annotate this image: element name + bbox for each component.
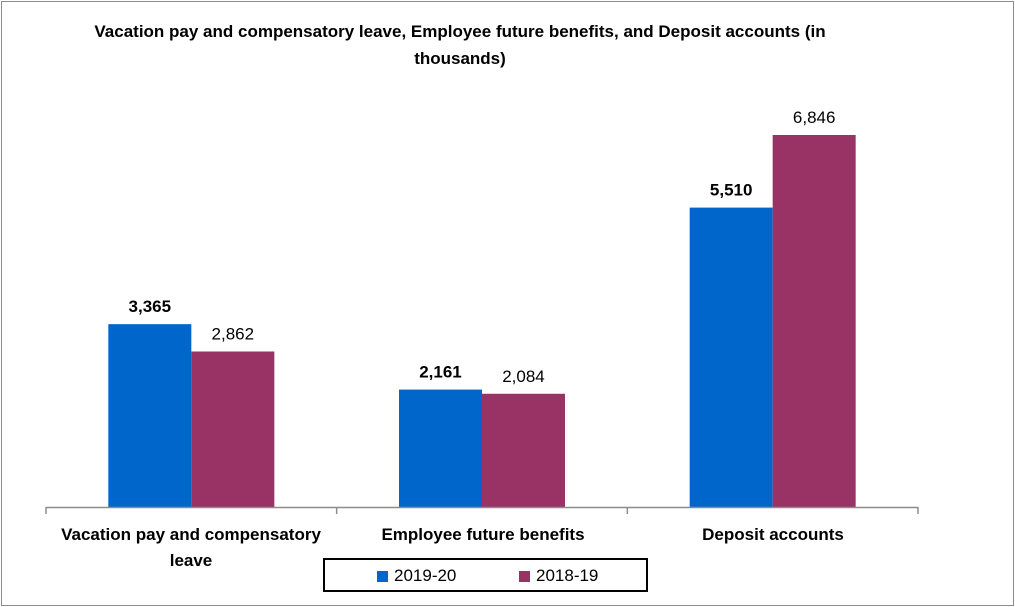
chart-title: Vacation pay and compensatory leave, Emp… [94, 22, 826, 68]
legend-swatch-2019-20 [377, 570, 388, 582]
legend: 2019-20 2018-19 [323, 558, 648, 592]
legend-item-2019-20: 2019-20 [377, 566, 456, 586]
data-label-2019-20-2: 5,510 [710, 181, 753, 200]
legend-swatch-2018-19 [519, 570, 530, 582]
bar-2019-20-0 [108, 324, 192, 507]
legend-item-2018-19: 2018-19 [519, 566, 598, 586]
category-label-vacation: Vacation pay and compensatory leave [61, 525, 321, 570]
data-label-2019-20-1: 2,161 [419, 363, 462, 382]
bar-2018-19-0 [191, 351, 275, 507]
bar-2018-19-2 [772, 135, 856, 507]
data-label-2019-20-0: 3,365 [129, 297, 172, 316]
bar-2018-19-1 [482, 393, 565, 507]
category-label-employee: Employee future benefits [381, 525, 585, 544]
legend-label-2018-19: 2018-19 [536, 566, 599, 585]
data-label-2018-19-0: 2,862 [212, 324, 255, 343]
data-label-2018-19-1: 2,084 [502, 367, 545, 386]
data-label-2018-19-2: 6,846 [793, 108, 836, 127]
category-label-deposit: Deposit accounts [702, 525, 844, 544]
bar-2019-20-1 [399, 389, 482, 507]
legend-label-2019-20: 2019-20 [394, 566, 457, 585]
bar-2019-20-2 [689, 207, 773, 508]
